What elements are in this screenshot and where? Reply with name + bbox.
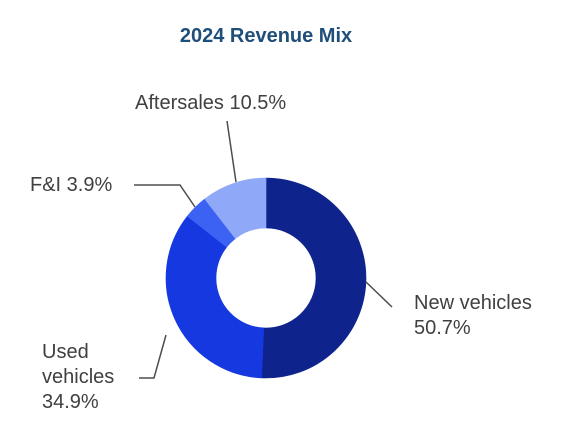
slice-aftersales bbox=[204, 177, 267, 239]
leader-lines bbox=[134, 120, 393, 379]
slice-labels: New vehicles 50.7% Used vehicles 34.9% F&I 3.… bbox=[30, 92, 532, 413]
slice-label: Used vehicles 34.9% bbox=[42, 341, 114, 413]
slice-label-line: F&I 3.9% bbox=[30, 174, 112, 196]
slice-label-line: Aftersales 10.5% bbox=[135, 92, 286, 114]
slice-label: F&I 3.9% bbox=[30, 174, 112, 196]
slice-label-line: 34.9% bbox=[42, 391, 99, 413]
slice-used-vehicles bbox=[165, 215, 265, 379]
leader-line bbox=[134, 184, 196, 208]
slice-label: New vehicles 50.7% bbox=[414, 292, 532, 339]
leader-line bbox=[226, 120, 237, 183]
leader-line bbox=[139, 334, 167, 379]
leader-line bbox=[365, 281, 393, 308]
slice-label-line: vehicles bbox=[42, 366, 114, 388]
slice-label-line: Used bbox=[42, 341, 89, 363]
chart-title: 2024 Revenue Mix bbox=[180, 25, 352, 47]
donut-slices bbox=[165, 177, 367, 379]
slice-label-line: 50.7% bbox=[414, 317, 471, 339]
slice-label: Aftersales 10.5% bbox=[135, 92, 286, 114]
slice-new-vehicles bbox=[261, 177, 367, 379]
slice-label-line: New vehicles bbox=[414, 292, 532, 314]
